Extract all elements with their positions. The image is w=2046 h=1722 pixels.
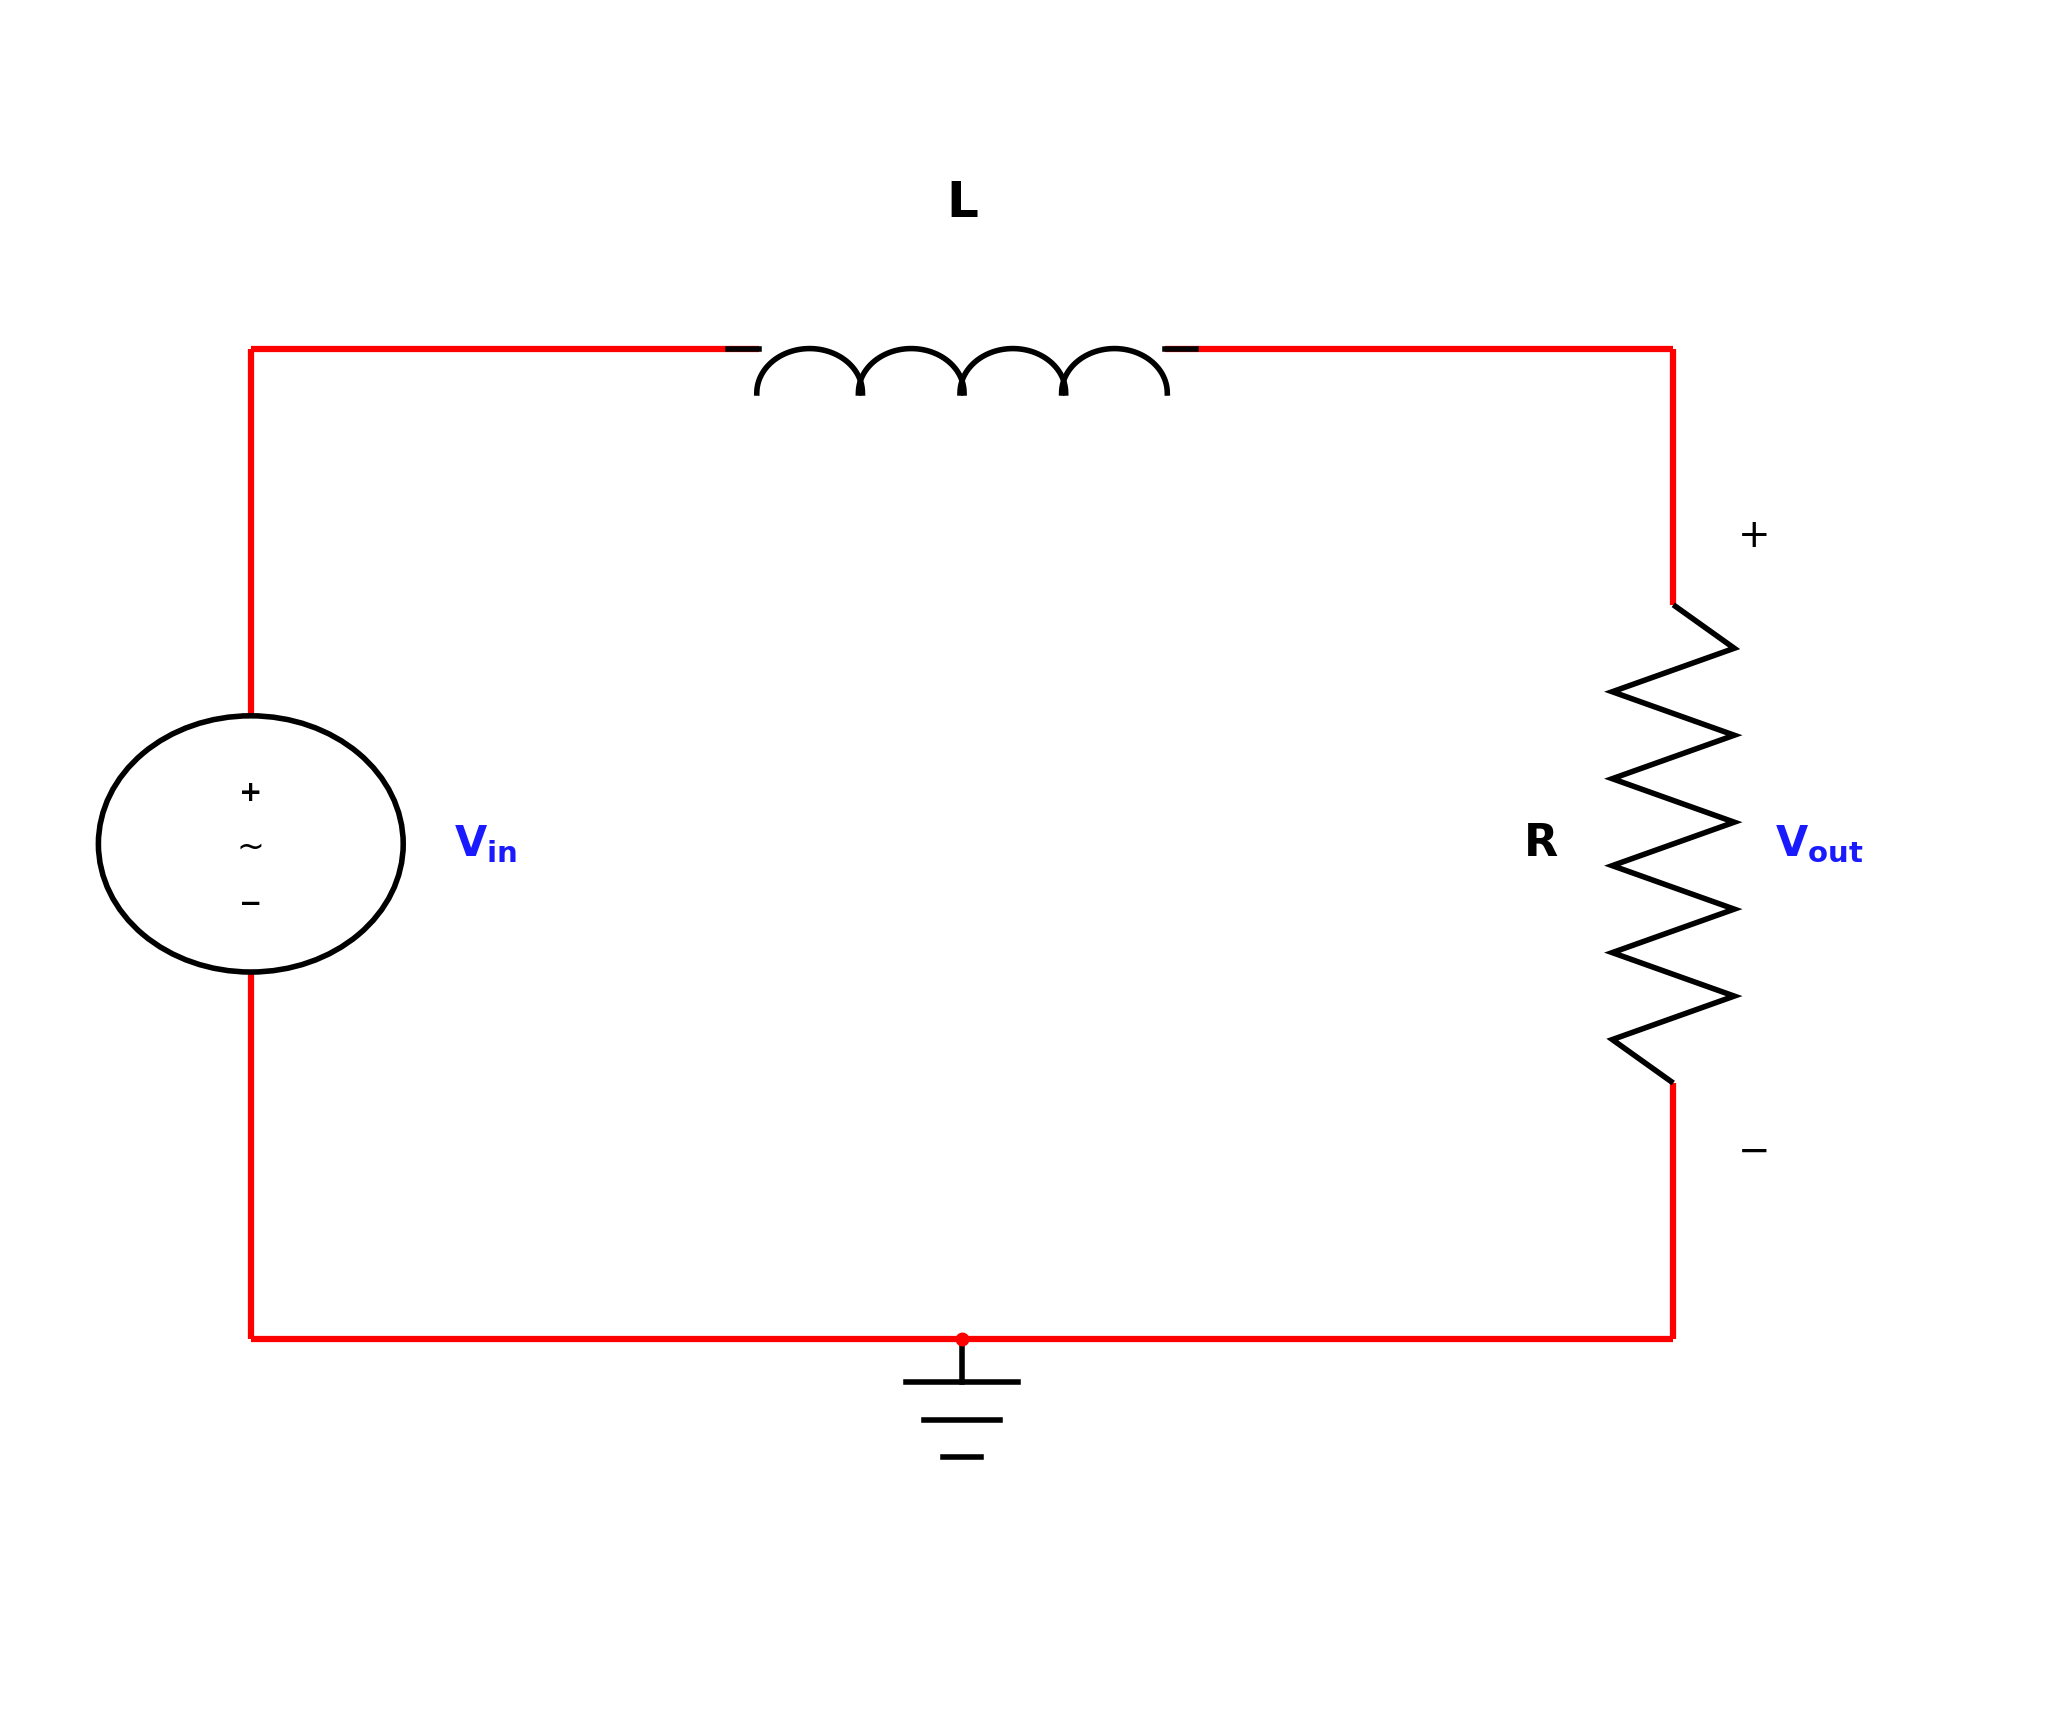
Text: $\mathbf{V}_{\mathbf{in}}$: $\mathbf{V}_{\mathbf{in}}$ [454, 823, 518, 864]
Text: −: − [1739, 1133, 1772, 1171]
Text: R: R [1524, 823, 1559, 866]
Text: L: L [945, 179, 978, 227]
Text: −: − [239, 890, 262, 918]
Text: +: + [239, 778, 262, 806]
Text: ~: ~ [237, 830, 264, 864]
Circle shape [98, 716, 403, 971]
Text: +: + [1739, 517, 1772, 556]
Text: $\mathbf{V}_{\mathbf{out}}$: $\mathbf{V}_{\mathbf{out}}$ [1774, 823, 1864, 864]
